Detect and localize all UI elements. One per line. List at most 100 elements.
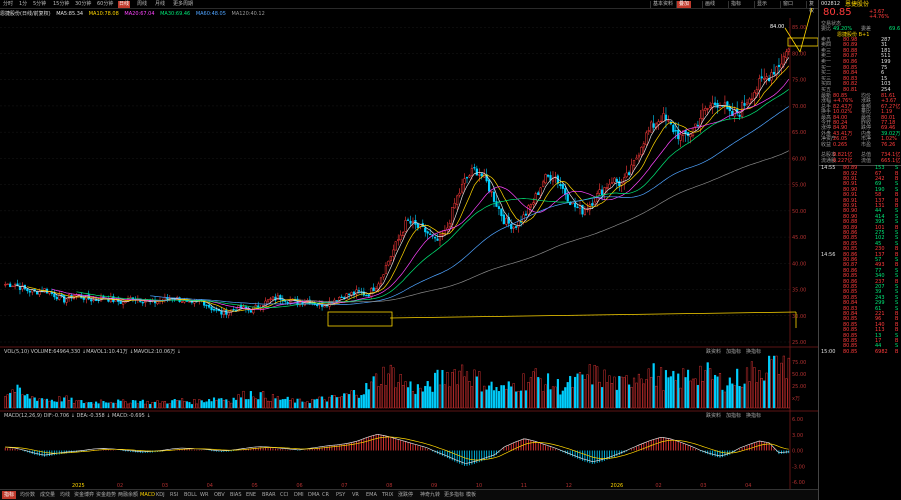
- volume-bar: [222, 400, 225, 409]
- sell_rows-price: 80.88: [843, 47, 858, 54]
- candle-up: [647, 130, 650, 132]
- period-tab-6[interactable]: 日线: [118, 1, 131, 8]
- tick-side: B: [895, 176, 899, 182]
- period-toolbar: 分时 1分 5分钟 15分钟 30分钟 60分钟 日线 周线 月线 更多周期 基本资料 叠加 画线 指标…: [0, 0, 818, 14]
- toolbar-button-5[interactable]: 窗口: [780, 1, 795, 8]
- indicator-tab-19[interactable]: CR: [322, 492, 329, 498]
- indicator-tab-15[interactable]: BRAR: [262, 492, 276, 498]
- period-tab-5[interactable]: 60分钟: [97, 1, 114, 7]
- tick-row: 80.85 45 S: [819, 240, 901, 247]
- tick-side: S: [895, 213, 899, 220]
- volume-bar: [529, 377, 532, 409]
- macd-link-0[interactable]: 跌资料: [706, 412, 721, 419]
- macd-link-2[interactable]: 换指标: [746, 412, 761, 419]
- toolbar-button-0[interactable]: 基本资料: [650, 1, 675, 8]
- stat-value: 80.85: [833, 93, 848, 99]
- macd-link-1[interactable]: 加指标: [726, 412, 741, 419]
- indicator-tab-2[interactable]: 成交量: [40, 492, 56, 498]
- indicator-tab-25[interactable]: 神奇九转: [420, 492, 441, 498]
- tick-volume: 44: [875, 208, 882, 215]
- indicator-tab-3[interactable]: 均线: [60, 492, 71, 498]
- volume-bar: [249, 390, 252, 409]
- indicator-tab-18[interactable]: DMA: [308, 492, 320, 498]
- indicator-tab-13[interactable]: BIAS: [230, 492, 242, 498]
- indicator-tab-7[interactable]: MACD: [140, 492, 155, 498]
- volume-bar: [743, 383, 746, 409]
- ma20-readout: MA20:67.04: [124, 11, 155, 17]
- period-tab-1[interactable]: 1分: [19, 1, 28, 7]
- period-tab-3[interactable]: 15分钟: [53, 1, 70, 7]
- candle-up: [517, 220, 520, 228]
- indicator-tab-11[interactable]: WR: [200, 492, 209, 498]
- candle-up: [701, 109, 704, 119]
- indicator-tab-16[interactable]: CCI: [280, 492, 289, 498]
- tick-side: S: [895, 273, 899, 280]
- indicator-header: 恩捷股份(日线/前复权): [0, 11, 51, 17]
- indicator-tab-23[interactable]: TRIX: [382, 492, 394, 498]
- sell_rows-row: 卖四 80.89 31: [819, 42, 901, 48]
- indicator-tab-17[interactable]: DMI: [294, 492, 304, 498]
- tick-volume: 44: [875, 343, 882, 350]
- toolbar-button-1[interactable]: 叠加: [676, 1, 692, 8]
- stat-value: 69.46: [881, 125, 896, 132]
- ma-line-ma30: [76, 89, 790, 309]
- period-tab-8[interactable]: 月线: [155, 1, 166, 7]
- volume-bar: [271, 394, 275, 409]
- vol-link-2[interactable]: 换指标: [746, 348, 761, 355]
- indicator-tab-24[interactable]: 涨跌停: [398, 492, 414, 498]
- volume-bar: [507, 381, 510, 409]
- sell_rows-label: 卖三: [821, 47, 832, 54]
- candle-down: [36, 291, 39, 295]
- indicator-tab-4[interactable]: 资金博弈: [74, 492, 95, 498]
- indicator-tab-5[interactable]: 资金趋势: [96, 492, 117, 498]
- toolbar-button-2[interactable]: 画线: [702, 1, 717, 8]
- indicator-tab-0[interactable]: 指标: [2, 491, 17, 499]
- candle-down: [716, 103, 719, 108]
- toolbar-button-4[interactable]: 显示: [754, 1, 769, 8]
- stat-key: 涨停: [821, 125, 832, 132]
- indicator-tab-20[interactable]: PSY: [336, 492, 346, 498]
- indicator-tab-26[interactable]: 更多指标: [444, 492, 465, 498]
- candle-down: [731, 110, 734, 117]
- volume-bar: [357, 397, 360, 409]
- volume-bar: [768, 355, 771, 409]
- indicator-tab-6[interactable]: 两融余额: [118, 492, 139, 498]
- indicator-tab-12[interactable]: OBV: [214, 492, 225, 498]
- sell_rows-label: 卖一: [821, 58, 832, 65]
- indicator-tab-21[interactable]: VR: [352, 492, 359, 498]
- vol-link-1[interactable]: 加指标: [726, 348, 741, 355]
- volume-bar: [574, 376, 577, 409]
- indicator-tab-27[interactable]: 模板: [466, 492, 477, 498]
- indicator-tab-9[interactable]: RSI: [170, 492, 179, 498]
- period-tab-9[interactable]: 更多周期: [173, 1, 194, 7]
- indicator-tab-1[interactable]: 均价数: [20, 492, 36, 498]
- candle-up: [392, 249, 395, 257]
- volume-bar: [549, 389, 552, 409]
- volume-bar: [461, 364, 464, 409]
- volume-bar: [394, 387, 397, 409]
- kline-chart[interactable]: 85.00 80.00 75.00 70.00 65.00 60.00 55.00 50.00…: [0, 0, 818, 489]
- candle-down: [225, 309, 228, 315]
- candle-down: [53, 293, 56, 298]
- period-tab-2[interactable]: 5分钟: [33, 1, 47, 7]
- tick-row: 80.90 44 S: [819, 208, 901, 215]
- tick-price: 80.85: [843, 240, 858, 247]
- candle-up: [48, 291, 51, 294]
- volume-bar: [554, 386, 557, 409]
- toolbar-button-3[interactable]: 指标: [728, 1, 743, 8]
- indicator-tabs-bar: 指标 均价数 成交量 均线 资金博弈 资金趋势 两融余额 MACD KDJ RSI BOLL WR OB…: [0, 489, 818, 500]
- period-tab-0[interactable]: 分时: [3, 1, 14, 7]
- period-tab-4[interactable]: 30分钟: [75, 1, 92, 7]
- vol-link-0[interactable]: 跌资料: [706, 348, 721, 355]
- indicator-tab-14[interactable]: ENE: [246, 492, 257, 498]
- indicator-tab-10[interactable]: BOLL: [184, 492, 197, 498]
- candle-up: [623, 177, 626, 184]
- indicator-tab-8[interactable]: KDJ: [156, 492, 165, 498]
- volume-bar: [338, 396, 341, 409]
- vol-tick-label: x万: [792, 396, 800, 402]
- period-tab-7[interactable]: 周线: [137, 1, 148, 7]
- tick-row: 80.89 101 B: [819, 225, 901, 231]
- volume-bar: [709, 368, 712, 409]
- tick-row: 80.86 275 S: [819, 230, 901, 236]
- indicator-tab-22[interactable]: EMA: [366, 492, 377, 498]
